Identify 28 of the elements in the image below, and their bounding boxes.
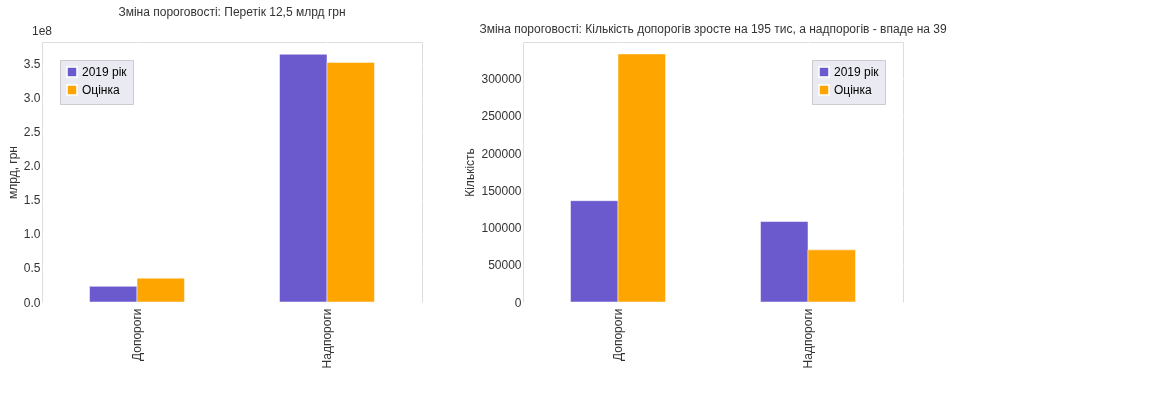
y-axis-title: млрд, грн <box>5 146 20 199</box>
text: 1e8 <box>32 24 53 38</box>
chart-title: Зміна пороговості: Перетік 12,5 млрд грн <box>118 5 346 19</box>
x-tick-label: Надпороги <box>320 308 334 369</box>
y-tick-label: 0.0 <box>23 295 41 310</box>
y-tick-label: 0 <box>514 295 522 310</box>
y-axis-title: Кількість <box>463 148 478 197</box>
y-tick-label: 50000 <box>488 258 522 273</box>
y-tick-label: 1.5 <box>23 193 41 208</box>
legend-label: 2019 рік <box>82 65 128 79</box>
legend-label: Оцінка <box>82 83 121 97</box>
legend-label: Оцінка <box>834 83 873 97</box>
y-tick-label: 3.0 <box>23 91 41 106</box>
y-tick-label: 150000 <box>481 183 522 198</box>
x-tick-label: Надпороги <box>801 308 815 369</box>
y-tick-label: 3.5 <box>23 57 41 72</box>
y-tick-label: 1.0 <box>23 227 41 242</box>
x-tick-label: Допороги <box>130 308 144 362</box>
y-tick-label: 200000 <box>481 146 522 161</box>
chart-title: Зміна пороговості: Кількість допорогів зросте на 195 тис, а надпорогів - впаде на 39 <box>479 22 947 36</box>
y-tick-label: 2.0 <box>23 159 41 174</box>
x-tick-label: Допороги <box>611 308 625 362</box>
y-tick-label: 300000 <box>481 72 522 86</box>
y-tick-label: 2.5 <box>23 125 41 140</box>
y-tick-label: 250000 <box>481 109 522 124</box>
legend-label: 2019 рік <box>834 65 880 79</box>
y-tick-label: 100000 <box>481 221 522 235</box>
y-tick-label: 0.5 <box>23 261 41 276</box>
